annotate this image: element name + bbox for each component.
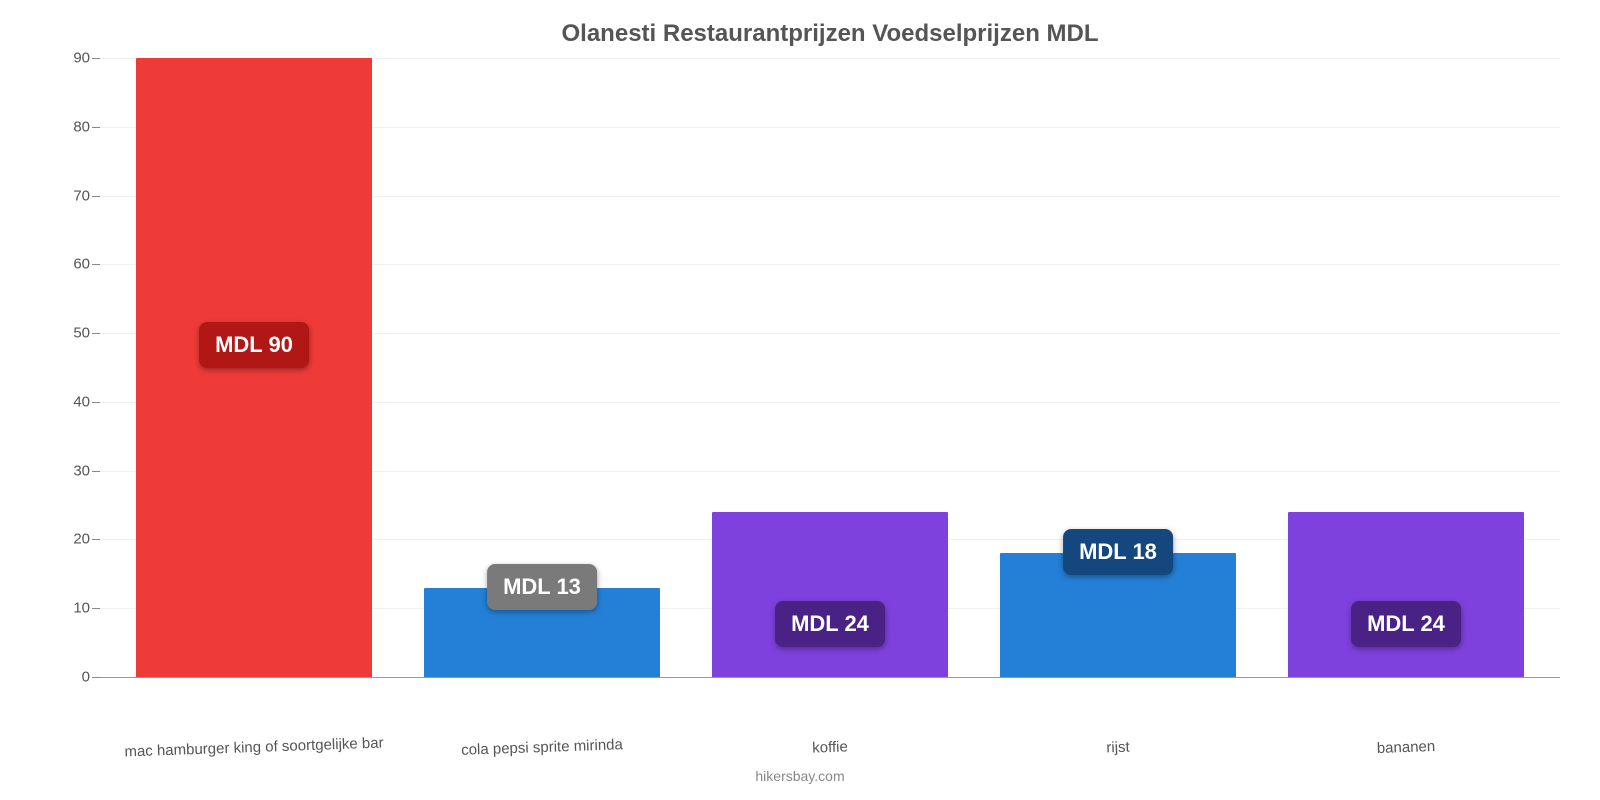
y-tick-label: 80 — [50, 118, 90, 135]
bar-value-label: MDL 24 — [1351, 601, 1461, 647]
y-tick-label: 0 — [50, 669, 90, 686]
bar-slot: MDL 90 — [110, 58, 398, 677]
y-tick-mark — [92, 333, 100, 334]
y-tick-mark — [92, 196, 100, 197]
chart-title: Olanesti Restaurantprijzen Voedselprijze… — [100, 20, 1560, 48]
bar-value-label: MDL 18 — [1063, 529, 1173, 575]
y-tick-label: 40 — [50, 393, 90, 410]
bar: MDL 18 — [1000, 553, 1236, 677]
x-axis-label: bananen — [1262, 734, 1550, 761]
y-tick-label: 50 — [50, 325, 90, 342]
y-tick-label: 70 — [50, 187, 90, 204]
bar: MDL 13 — [424, 588, 660, 677]
bar-chart: Olanesti Restaurantprijzen Voedselprijze… — [0, 0, 1600, 800]
y-tick-mark — [92, 264, 100, 265]
x-axis-label: mac hamburger king of soortgelijke bar — [110, 734, 398, 761]
bar-value-label: MDL 24 — [775, 601, 885, 647]
bar: MDL 90 — [136, 58, 372, 677]
x-axis-label: rijst — [974, 734, 1262, 761]
bar: MDL 24 — [1288, 512, 1524, 677]
y-tick-mark — [92, 471, 100, 472]
y-tick-label: 60 — [50, 256, 90, 273]
x-axis-label: koffie — [686, 734, 974, 761]
plot-area: 0102030405060708090 MDL 90MDL 13MDL 24MD… — [100, 58, 1560, 678]
y-tick-label: 20 — [50, 531, 90, 548]
bar-slot: MDL 24 — [1262, 58, 1550, 677]
y-tick-mark — [92, 608, 100, 609]
bars-container: MDL 90 MDL 13 MDL 24 MDL 18 MDL 24 — [100, 58, 1560, 677]
bar-value-label: MDL 90 — [199, 322, 309, 368]
bar-value-label: MDL 13 — [487, 564, 597, 610]
bar-slot: MDL 13 — [398, 58, 686, 677]
y-tick-mark — [92, 402, 100, 403]
x-axis-label: cola pepsi sprite mirinda — [398, 734, 686, 761]
y-tick-label: 90 — [50, 50, 90, 67]
bar: MDL 24 — [712, 512, 948, 677]
attribution: hikersbay.com — [0, 768, 1600, 784]
bar-slot: MDL 18 — [974, 58, 1262, 677]
y-tick-mark — [92, 677, 100, 678]
x-axis-labels: mac hamburger king of soortgelijke barco… — [100, 739, 1560, 756]
y-tick-label: 30 — [50, 462, 90, 479]
y-tick-mark — [92, 127, 100, 128]
bar-slot: MDL 24 — [686, 58, 974, 677]
y-tick-mark — [92, 58, 100, 59]
y-tick-mark — [92, 539, 100, 540]
y-tick-label: 10 — [50, 600, 90, 617]
